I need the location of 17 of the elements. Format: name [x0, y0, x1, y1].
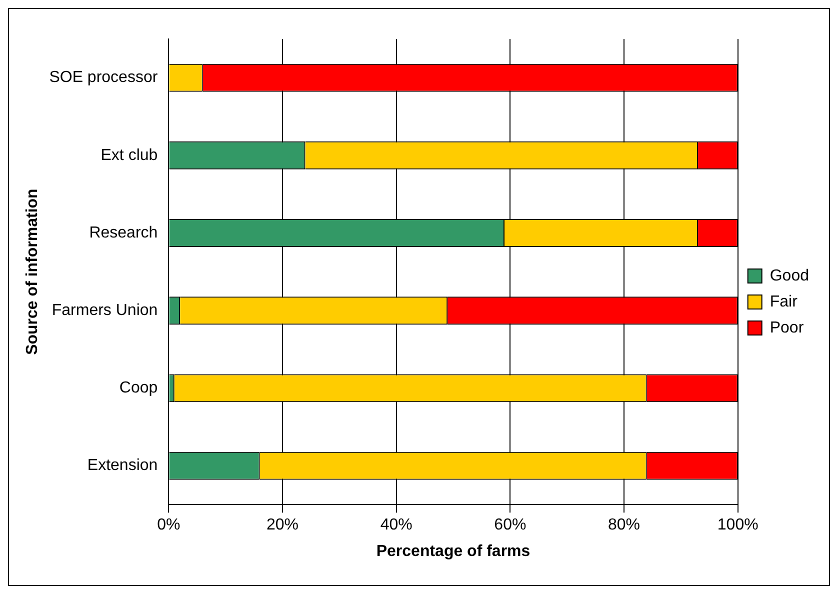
- y-tick-label: Extension: [87, 457, 158, 474]
- y-tick-label: Research: [89, 224, 158, 242]
- y-tick-label: Coop: [119, 380, 158, 397]
- legend-label: Poor: [770, 319, 804, 336]
- y-tick-label: Ext club: [100, 146, 158, 164]
- x-tick-label: 40%: [380, 516, 412, 534]
- y-tick-label: Farmers Union: [52, 302, 158, 320]
- x-tick-label: 0%: [157, 516, 180, 534]
- y-axis-title: Source of information: [24, 188, 42, 355]
- x-axis-title: Percentage of farms: [376, 542, 530, 560]
- legend-label: Good: [770, 267, 809, 284]
- legend-label: Fair: [770, 293, 798, 310]
- x-tick-label: 60%: [494, 516, 526, 534]
- x-tick-label: 80%: [608, 516, 640, 534]
- x-tick-label: 20%: [266, 516, 299, 534]
- y-tick-label: SOE processor: [49, 69, 158, 86]
- x-tick-label: 100%: [717, 516, 758, 534]
